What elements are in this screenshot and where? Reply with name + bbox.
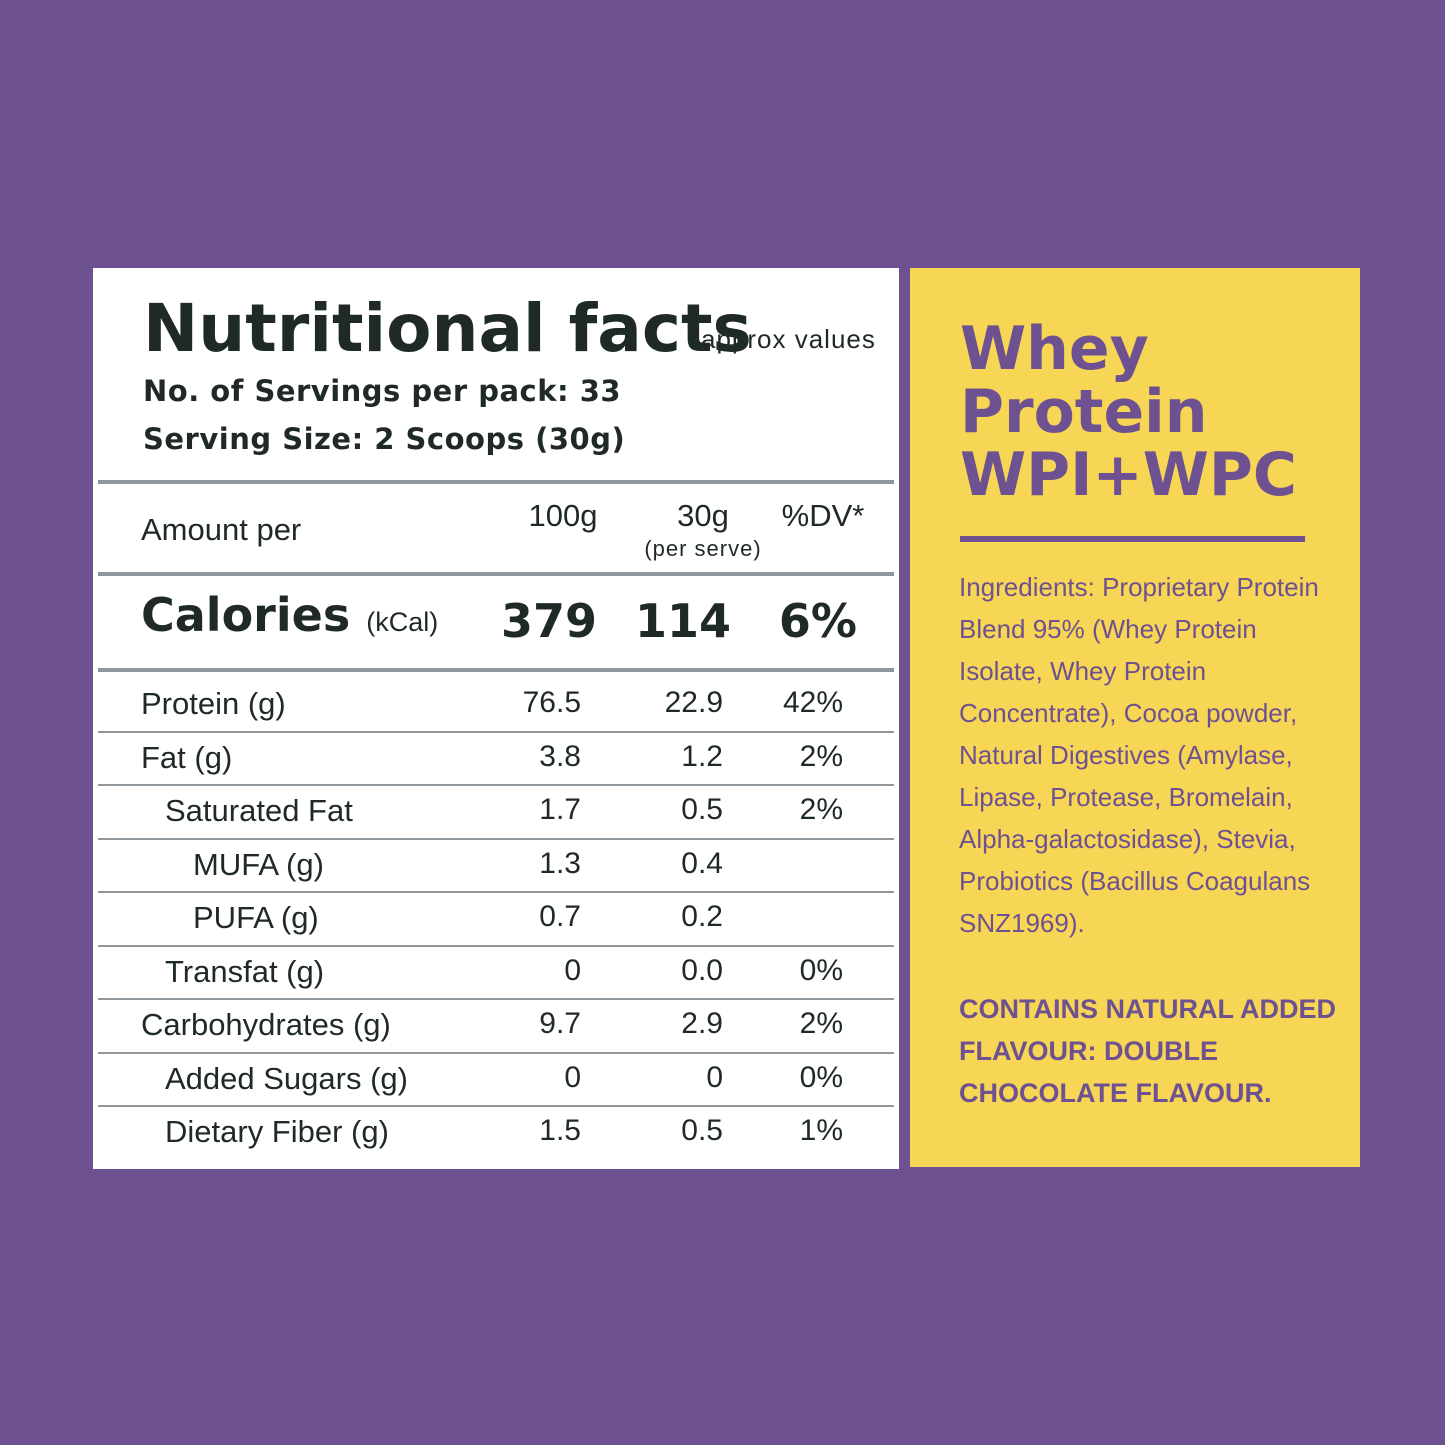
row-value-30g: 1.2 (681, 740, 723, 773)
divider (98, 572, 894, 576)
ingredients-text: Ingredients: Proprietary Protein Blend 9… (959, 572, 1319, 938)
row-divider (98, 891, 894, 893)
row-value-30g: 0.5 (681, 1114, 723, 1147)
amount-per-label: Amount per (141, 512, 302, 547)
nutrition-facts-panel: Nutritional facts approx values No. of S… (93, 268, 899, 1169)
table-row: Saturated Fat 1.7 0.5 2% (93, 785, 899, 838)
column-30g-sub: (per serve) (644, 536, 762, 561)
row-label: PUFA (g) (193, 900, 319, 935)
row-value-30g: 0.0 (681, 954, 723, 987)
product-title-line: WPI+WPC (960, 440, 1297, 510)
product-title-line: Protein (960, 377, 1208, 447)
row-divider (98, 945, 894, 947)
row-value-100g: 0 (564, 954, 581, 987)
product-title-line: Whey (960, 314, 1149, 384)
row-value-dv: 42% (782, 686, 843, 719)
column-30g: 30g (677, 498, 729, 533)
calories-text: Calories (141, 588, 351, 642)
row-label: Dietary Fiber (g) (165, 1114, 389, 1149)
approx-values-note: approx values (701, 324, 876, 354)
row-value-100g: 0 (564, 1061, 581, 1094)
divider (98, 668, 894, 672)
row-label: MUFA (g) (193, 847, 324, 882)
row-value-100g: 1.3 (539, 847, 581, 880)
table-row: Transfat (g) 0 0.0 0% (93, 946, 899, 999)
row-label: Transfat (g) (165, 954, 325, 989)
calories-unit: (kCal) (366, 607, 439, 637)
row-divider (98, 998, 894, 1000)
row-divider (98, 1105, 894, 1107)
table-row: PUFA (g) 0.7 0.2 (93, 892, 899, 945)
row-value-30g: 0.2 (681, 900, 723, 933)
row-value-30g: 2.9 (681, 1007, 723, 1040)
row-value-30g: 0.4 (681, 847, 723, 880)
column-100g: 100g (528, 498, 598, 533)
row-value-dv: 0% (799, 954, 843, 987)
table-row: Protein (g) 76.5 22.9 42% (93, 678, 899, 731)
row-label: Carbohydrates (g) (141, 1007, 391, 1042)
row-value-dv: 2% (799, 1007, 843, 1040)
row-value-30g: 0 (706, 1061, 723, 1094)
row-value-100g: 1.5 (539, 1114, 581, 1147)
row-divider (98, 838, 894, 840)
calories-100g: 379 (500, 594, 597, 648)
row-value-30g: 22.9 (664, 686, 723, 719)
row-value-dv: 0% (799, 1061, 843, 1094)
row-label: Protein (g) (141, 686, 286, 721)
calories-dv: 6% (778, 594, 857, 648)
calories-30g: 114 (634, 594, 731, 648)
table-row: Carbohydrates (g) 9.7 2.9 2% (93, 999, 899, 1052)
table-row: MUFA (g) 1.3 0.4 (93, 839, 899, 892)
row-value-dv: 2% (799, 740, 843, 773)
table-row: Fat (g) 3.8 1.2 2% (93, 732, 899, 785)
calories-label: Calories (kCal) (141, 588, 438, 642)
row-value-100g: 1.7 (539, 793, 581, 826)
row-label: Fat (g) (141, 740, 233, 775)
row-label: Added Sugars (g) (165, 1061, 408, 1096)
row-value-100g: 3.8 (539, 740, 581, 773)
row-divider (98, 731, 894, 733)
table-row: Added Sugars (g) 0 0 0% (93, 1053, 899, 1106)
product-panel: Whey Protein WPI+WPC Ingredients: Propri… (910, 268, 1360, 1167)
row-label: Saturated Fat (165, 793, 353, 828)
flavour-text: CONTAINS NATURAL ADDED FLAVOUR: DOUBLE C… (959, 994, 1336, 1108)
nutrition-title: Nutritional facts (143, 290, 752, 367)
row-value-100g: 9.7 (539, 1007, 581, 1040)
row-value-dv: 2% (799, 793, 843, 826)
row-value-dv: 1% (799, 1114, 843, 1147)
row-value-100g: 76.5 (522, 686, 581, 719)
divider (98, 480, 894, 484)
product-divider (960, 536, 1305, 542)
column-dv: %DV* (781, 498, 865, 533)
row-divider (98, 1052, 894, 1054)
row-divider (98, 784, 894, 786)
table-row: Dietary Fiber (g) 1.5 0.5 1% (93, 1106, 899, 1159)
row-value-30g: 0.5 (681, 793, 723, 826)
serving-size: Serving Size: 2 Scoops (30g) (143, 422, 626, 456)
product-title: Whey Protein WPI+WPC (960, 318, 1297, 507)
servings-per-pack: No. of Servings per pack: 33 (143, 374, 622, 408)
row-value-100g: 0.7 (539, 900, 581, 933)
